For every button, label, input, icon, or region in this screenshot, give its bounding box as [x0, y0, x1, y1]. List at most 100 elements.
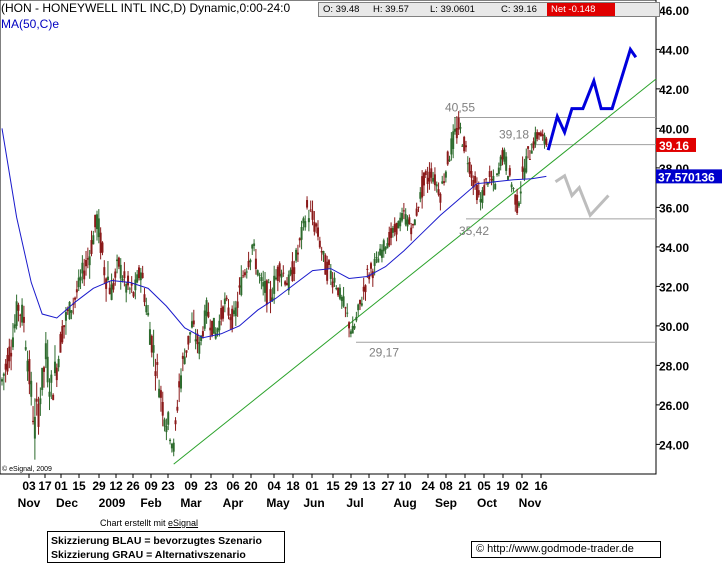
x-month-label: Dec — [56, 496, 78, 510]
candle-body — [86, 258, 89, 260]
candle-body — [106, 276, 109, 280]
candle-body — [231, 308, 234, 329]
y-tick-label: 36.00 — [659, 201, 689, 215]
candle-body — [492, 175, 495, 183]
candle-body — [236, 301, 239, 308]
candle-body — [477, 190, 480, 196]
candle-body — [525, 156, 528, 173]
candle-body — [413, 219, 416, 226]
esignal-link[interactable]: eSignal — [168, 518, 199, 528]
candle-body — [494, 183, 497, 190]
candle-body — [362, 286, 365, 292]
candle-body — [289, 269, 292, 275]
candle-body — [24, 347, 27, 350]
candle-body — [145, 305, 148, 313]
x-day-label: 29 — [92, 479, 106, 493]
candle-body — [240, 277, 243, 295]
blue-scenario-line — [546, 45, 638, 151]
candle-body — [428, 171, 431, 182]
x-day-label: 02 — [515, 479, 529, 493]
candle-body — [287, 274, 290, 291]
candle-body — [165, 426, 168, 433]
candle-body — [532, 141, 535, 149]
candle-body — [415, 208, 418, 216]
x-day-label: 06 — [226, 479, 240, 493]
candle-body — [99, 232, 102, 253]
candle-body — [205, 300, 208, 316]
copyright-note: © eSignal, 2009 — [2, 466, 52, 473]
candle-body — [234, 307, 237, 317]
scenario-sketches — [546, 45, 638, 219]
candle-body — [172, 442, 175, 452]
candle-body — [108, 287, 111, 294]
x-day-label: 15 — [326, 479, 340, 493]
candle-body — [150, 335, 153, 353]
quote-bar: O: 39.48 H: 39.57 L: 39.0601 C: 39.16 Ne… — [318, 2, 660, 17]
candle-body — [170, 443, 173, 449]
candle-body — [433, 174, 436, 186]
candle-body — [37, 403, 40, 427]
x-day-label: 12 — [109, 479, 123, 493]
candle-body — [154, 371, 157, 377]
candle-body — [499, 156, 502, 166]
candle-body — [282, 272, 285, 274]
candle-body — [181, 355, 184, 359]
source-url[interactable]: © http://www.godmode-trader.de — [471, 541, 661, 558]
candle-body — [185, 350, 188, 353]
candle-body — [505, 156, 508, 171]
candle-body — [138, 267, 140, 279]
x-day-label: 17 — [38, 479, 52, 493]
candle-body — [183, 356, 186, 364]
candle-body — [410, 227, 413, 235]
candle-body — [422, 172, 425, 186]
candle-body — [97, 218, 100, 238]
candle-body — [488, 171, 491, 178]
scenario-legend: Skizzierung BLAU = bevorzugtes Szenario … — [47, 531, 285, 563]
candle-body — [333, 277, 336, 283]
candle-body — [443, 181, 446, 183]
candle-body — [52, 394, 55, 400]
candle-body — [6, 354, 9, 372]
candle-body — [351, 325, 354, 334]
candle-body — [21, 304, 24, 323]
candle-body — [262, 282, 265, 287]
created-prefix: Chart erstellt mit — [100, 518, 169, 528]
chart-title: (HON - HONEYWELL INTL INC,D) Dynamic,0:0… — [1, 1, 291, 15]
candle-body — [200, 335, 203, 342]
candle-body — [167, 412, 170, 425]
created-with: Chart erstellt mit eSignal — [100, 518, 198, 528]
candle-body — [298, 238, 301, 241]
legend-grey: Skizzierung GRAU = Alternativszenario — [51, 549, 246, 561]
candle-body — [534, 132, 537, 145]
candle-body — [2, 373, 5, 376]
candle-body — [426, 177, 429, 185]
candle-body — [399, 217, 402, 227]
candle-body — [517, 202, 520, 206]
x-day-label: 09 — [144, 479, 158, 493]
close-value: C: 39.16 — [501, 4, 537, 15]
x-month-label: Oct — [477, 496, 497, 510]
candle-body — [19, 314, 22, 316]
ma50-line — [1, 128, 547, 339]
candle-body — [510, 184, 513, 188]
candle-body — [203, 310, 206, 329]
candle-body — [364, 285, 367, 293]
candle-body — [496, 173, 499, 175]
x-day-label: 24 — [421, 479, 435, 493]
candle-body — [454, 128, 457, 132]
candle-body — [258, 274, 261, 276]
candle-body — [30, 380, 33, 397]
y-tick-label: 24.00 — [659, 438, 689, 452]
candle-body — [404, 214, 407, 225]
candle-body — [77, 277, 80, 288]
candle-body — [176, 406, 179, 411]
uptrend-line — [173, 78, 657, 465]
candle-body — [421, 176, 424, 198]
ma50-series — [1, 128, 547, 339]
candle-body — [327, 260, 330, 265]
candle-body — [457, 117, 460, 130]
candle-body — [366, 268, 369, 270]
candle-body — [22, 316, 25, 323]
candle-body — [538, 132, 541, 136]
x-day-label: 13 — [362, 479, 376, 493]
